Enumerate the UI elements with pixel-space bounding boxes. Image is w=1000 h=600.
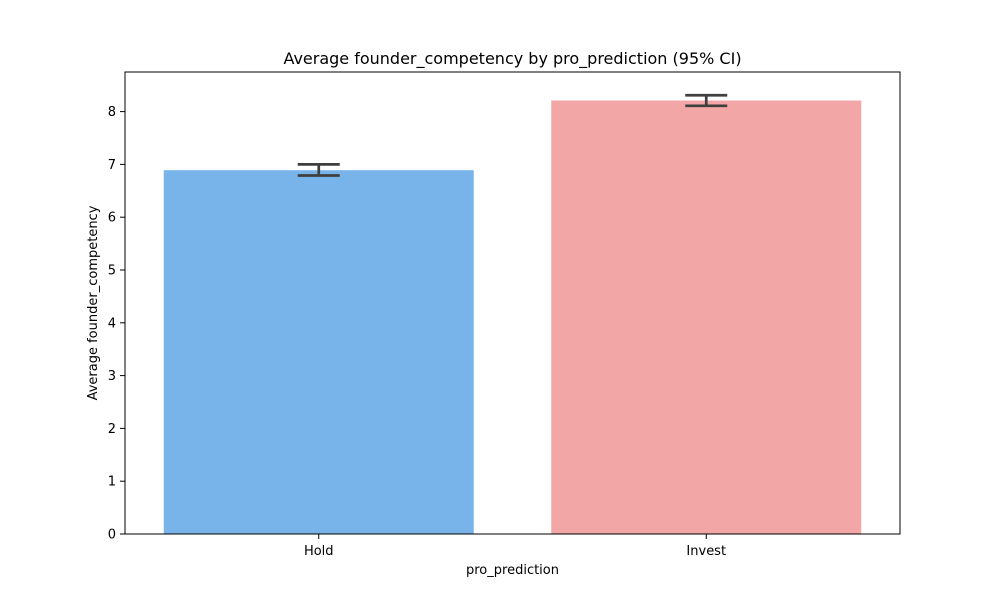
bar-invest xyxy=(551,100,862,535)
bars-layer xyxy=(163,100,862,535)
y-tick-label: 3 xyxy=(108,369,116,384)
y-axis-label: Average founder_competency xyxy=(86,205,101,400)
y-tick-label: 4 xyxy=(108,316,116,331)
plot-frame xyxy=(124,71,901,535)
x-tick-label: Hold xyxy=(304,544,334,559)
error-bar-invest xyxy=(685,93,728,108)
x-tick-label: Invest xyxy=(686,544,726,559)
error-bar-hold xyxy=(297,163,340,177)
x-axis-label: pro_prediction xyxy=(466,563,559,578)
y-tick-label: 5 xyxy=(108,264,116,279)
y-tick-label: 2 xyxy=(108,422,116,437)
x-axis: Hold Invest xyxy=(304,534,726,559)
y-tick-label: 6 xyxy=(108,211,116,226)
y-tick-label: 8 xyxy=(108,105,116,120)
y-tick-label: 1 xyxy=(108,475,116,490)
y-tick-label: 0 xyxy=(108,528,116,543)
error-bars-layer xyxy=(297,93,728,177)
bar-hold xyxy=(163,170,474,534)
y-tick-label: 7 xyxy=(108,158,116,173)
y-axis: 0 1 2 3 4 5 6 7 8 xyxy=(108,105,125,543)
chart-title: Average founder_competency by pro_predic… xyxy=(283,49,741,69)
